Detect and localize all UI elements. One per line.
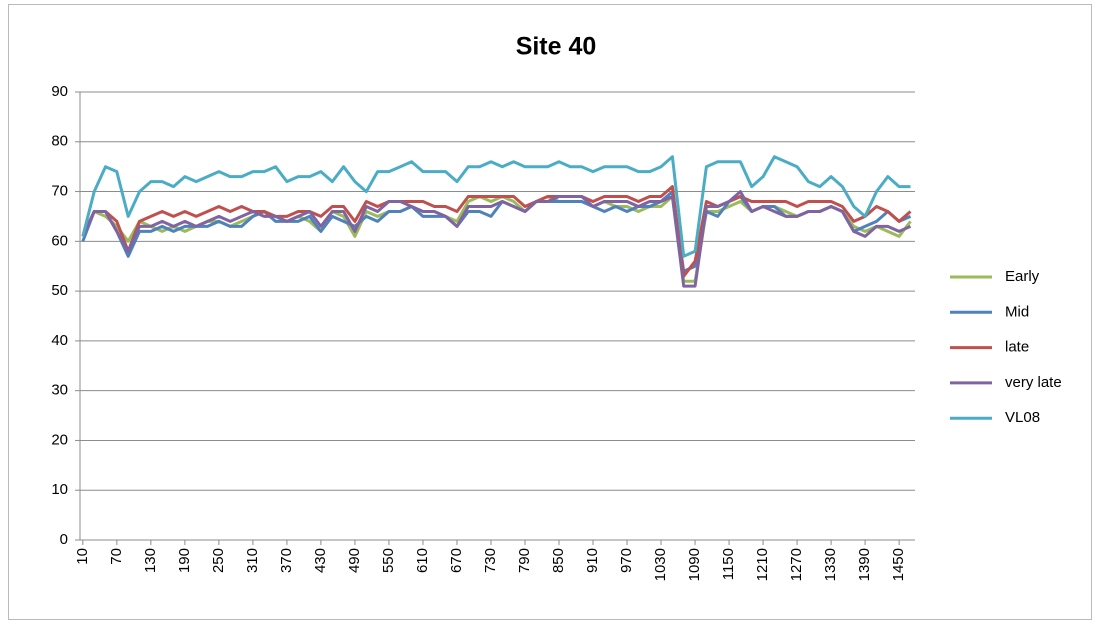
x-tick-label: 850 [550,548,567,573]
x-tick-label: 1210 [754,548,771,581]
y-tick-label: 0 [60,531,68,548]
y-tick-label: 50 [51,282,68,299]
series-line [81,155,911,258]
x-tick-label: 10 [74,548,91,565]
legend-label: late [1005,339,1029,356]
grid: 0 10 20 30 40 50 60 70 80 90 10 70 130 190 250 310 370 43… [51,83,915,581]
x-tick-label: 610 [414,548,431,573]
x-tick-label: 1450 [890,548,907,581]
y-tick-label: 30 [51,382,68,399]
x-tick-label: 910 [584,548,601,573]
series-line [81,185,912,278]
x-tick-label: 370 [278,548,295,573]
x-tick-label: 1330 [822,548,839,581]
y-tick-label: 90 [51,83,68,100]
y-tick-label: 40 [51,332,68,349]
x-tick-label: 430 [312,548,329,573]
x-tick-label: 1150 [720,548,737,580]
legend-label: very late [1005,374,1062,391]
plot [81,155,912,288]
x-tick-label: 970 [618,548,635,573]
series-line [81,190,912,273]
x-tick-label: 1090 [686,548,703,581]
y-tick-label: 80 [51,133,68,150]
chart-title: Site 40 [516,33,597,61]
x-tick-label: 490 [346,548,363,573]
legend: Early Mid late very late VL08 [950,268,1062,426]
x-tick-label: 790 [516,548,533,573]
x-tick-label: 310 [244,548,261,573]
x-tick-label: 130 [142,548,159,573]
y-tick-label: 70 [51,183,68,200]
x-tick-label: 730 [482,548,499,573]
chart-frame [8,4,1092,620]
x-tick-label: 1390 [856,548,873,581]
x-tick-label: 670 [448,548,465,573]
y-tick-label: 10 [51,481,68,498]
x-tick-label: 190 [176,548,193,573]
x-tick-label: 1270 [788,548,805,581]
series-line [81,190,912,288]
x-tick-label: 1030 [652,548,669,581]
x-tick-label: 70 [108,548,125,565]
y-tick-label: 20 [51,431,68,448]
y-tick-label: 60 [51,232,68,249]
legend-label: VL08 [1005,409,1040,426]
legend-label: Early [1005,268,1040,285]
legend-label: Mid [1005,303,1029,320]
x-tick-label: 250 [210,548,227,573]
x-tick-label: 550 [380,548,397,573]
